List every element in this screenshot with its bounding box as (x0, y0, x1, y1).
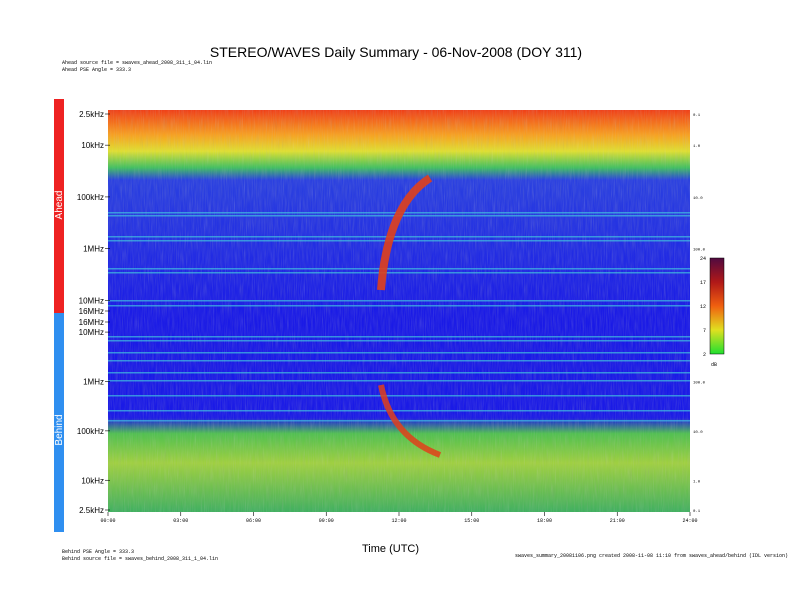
y-tick-label: 10kHz (81, 141, 104, 150)
y-tick-label: 1MHz (83, 245, 104, 254)
spectrum-row (108, 372, 690, 374)
y-tick-label: 10MHz (79, 296, 104, 305)
x-tick-label: 06:00 (246, 518, 261, 524)
spectrum-row (108, 305, 690, 307)
y-tick-label: 10MHz (79, 328, 104, 337)
colorbar-tick-label: 24 (700, 256, 706, 262)
spectrogram-texture (108, 110, 690, 512)
x-tick-label: 15:00 (464, 518, 479, 524)
y-tick-label: 16MHz (79, 307, 104, 316)
colorbar (709, 257, 725, 355)
behind-side-bar (54, 313, 64, 532)
spectrum-row (108, 236, 690, 238)
right-tick-label: 1.0 (693, 145, 701, 149)
right-tick-label: 10.0 (693, 431, 703, 435)
y-tick-label: 100kHz (77, 193, 104, 202)
x-tick-label: 09:00 (319, 518, 334, 524)
colorbar-ticks: 24 17 12 7 2 dB (700, 256, 717, 368)
axis-ticks: 00:00 03:00 06:00 09:00 12:00 15:00 18:00 21:00… (77, 110, 706, 524)
spectrum-row (108, 360, 690, 362)
y-tick-label: 16MHz (79, 318, 104, 327)
ahead-label: Ahead (54, 191, 65, 220)
spectrum-row (108, 240, 690, 242)
colorbar-unit: dB (711, 362, 717, 368)
spectrum-row (108, 352, 690, 354)
right-tick-label: 10.0 (693, 197, 703, 201)
spectrum-row (108, 340, 690, 342)
behind-source-note: Behind source file = swaves_behind_2008_… (62, 556, 219, 562)
colorbar-tick-label: 2 (703, 352, 706, 358)
right-tick-label: 100.0 (693, 381, 706, 385)
y-tick-label: 2.5kHz (79, 506, 104, 515)
colorbar-tick-label: 7 (703, 328, 706, 334)
x-tick-label: 12:00 (391, 518, 406, 524)
ahead-side-bar (54, 99, 64, 313)
colorbar-tick-label: 12 (700, 304, 706, 310)
ahead-pse-note: Ahead PSE Angle = 333.3 (62, 67, 132, 73)
right-tick-label: 100.0 (693, 249, 706, 253)
spectrum-row (108, 380, 690, 382)
y-tick-label: 2.5kHz (79, 110, 104, 119)
y-tick-label: 100kHz (77, 427, 104, 436)
x-axis-title: Time (UTC) (362, 543, 420, 555)
behind-pse-note: Behind PSE Angle = 333.3 (62, 549, 135, 555)
radio-burst-ahead (377, 174, 433, 291)
x-tick-label: 24:00 (682, 518, 697, 524)
x-tick-label: 18:00 (537, 518, 552, 524)
right-tick-label: 0.1 (693, 510, 701, 514)
right-tick-label: 0.1 (693, 114, 701, 118)
behind-label: Behind (54, 414, 65, 445)
spectrum-row (108, 410, 690, 412)
right-tick-label: 1.0 (693, 480, 701, 484)
chart-title: STEREO/WAVES Daily Summary - 06-Nov-2008… (209, 44, 583, 60)
spectrum-row (108, 268, 690, 270)
y-tick-label: 1MHz (83, 377, 104, 386)
y-tick-label: 10kHz (81, 476, 104, 485)
ahead-source-note: Ahead source file = swaves_ahead_2008_31… (62, 60, 213, 66)
colorbar-tick-label: 17 (700, 280, 706, 286)
spectrum-row (108, 272, 690, 274)
x-tick-label: 03:00 (173, 518, 188, 524)
radio-burst-behind (378, 384, 442, 458)
spectrum-row (108, 395, 690, 397)
spectrum-row (108, 300, 690, 302)
creation-note: swaves_summary_20081106.png created 2008… (515, 553, 789, 559)
x-tick-label: 00:00 (100, 518, 115, 524)
spectrum-row (108, 336, 690, 338)
x-tick-label: 21:00 (610, 518, 625, 524)
spectrum-row (108, 420, 690, 422)
